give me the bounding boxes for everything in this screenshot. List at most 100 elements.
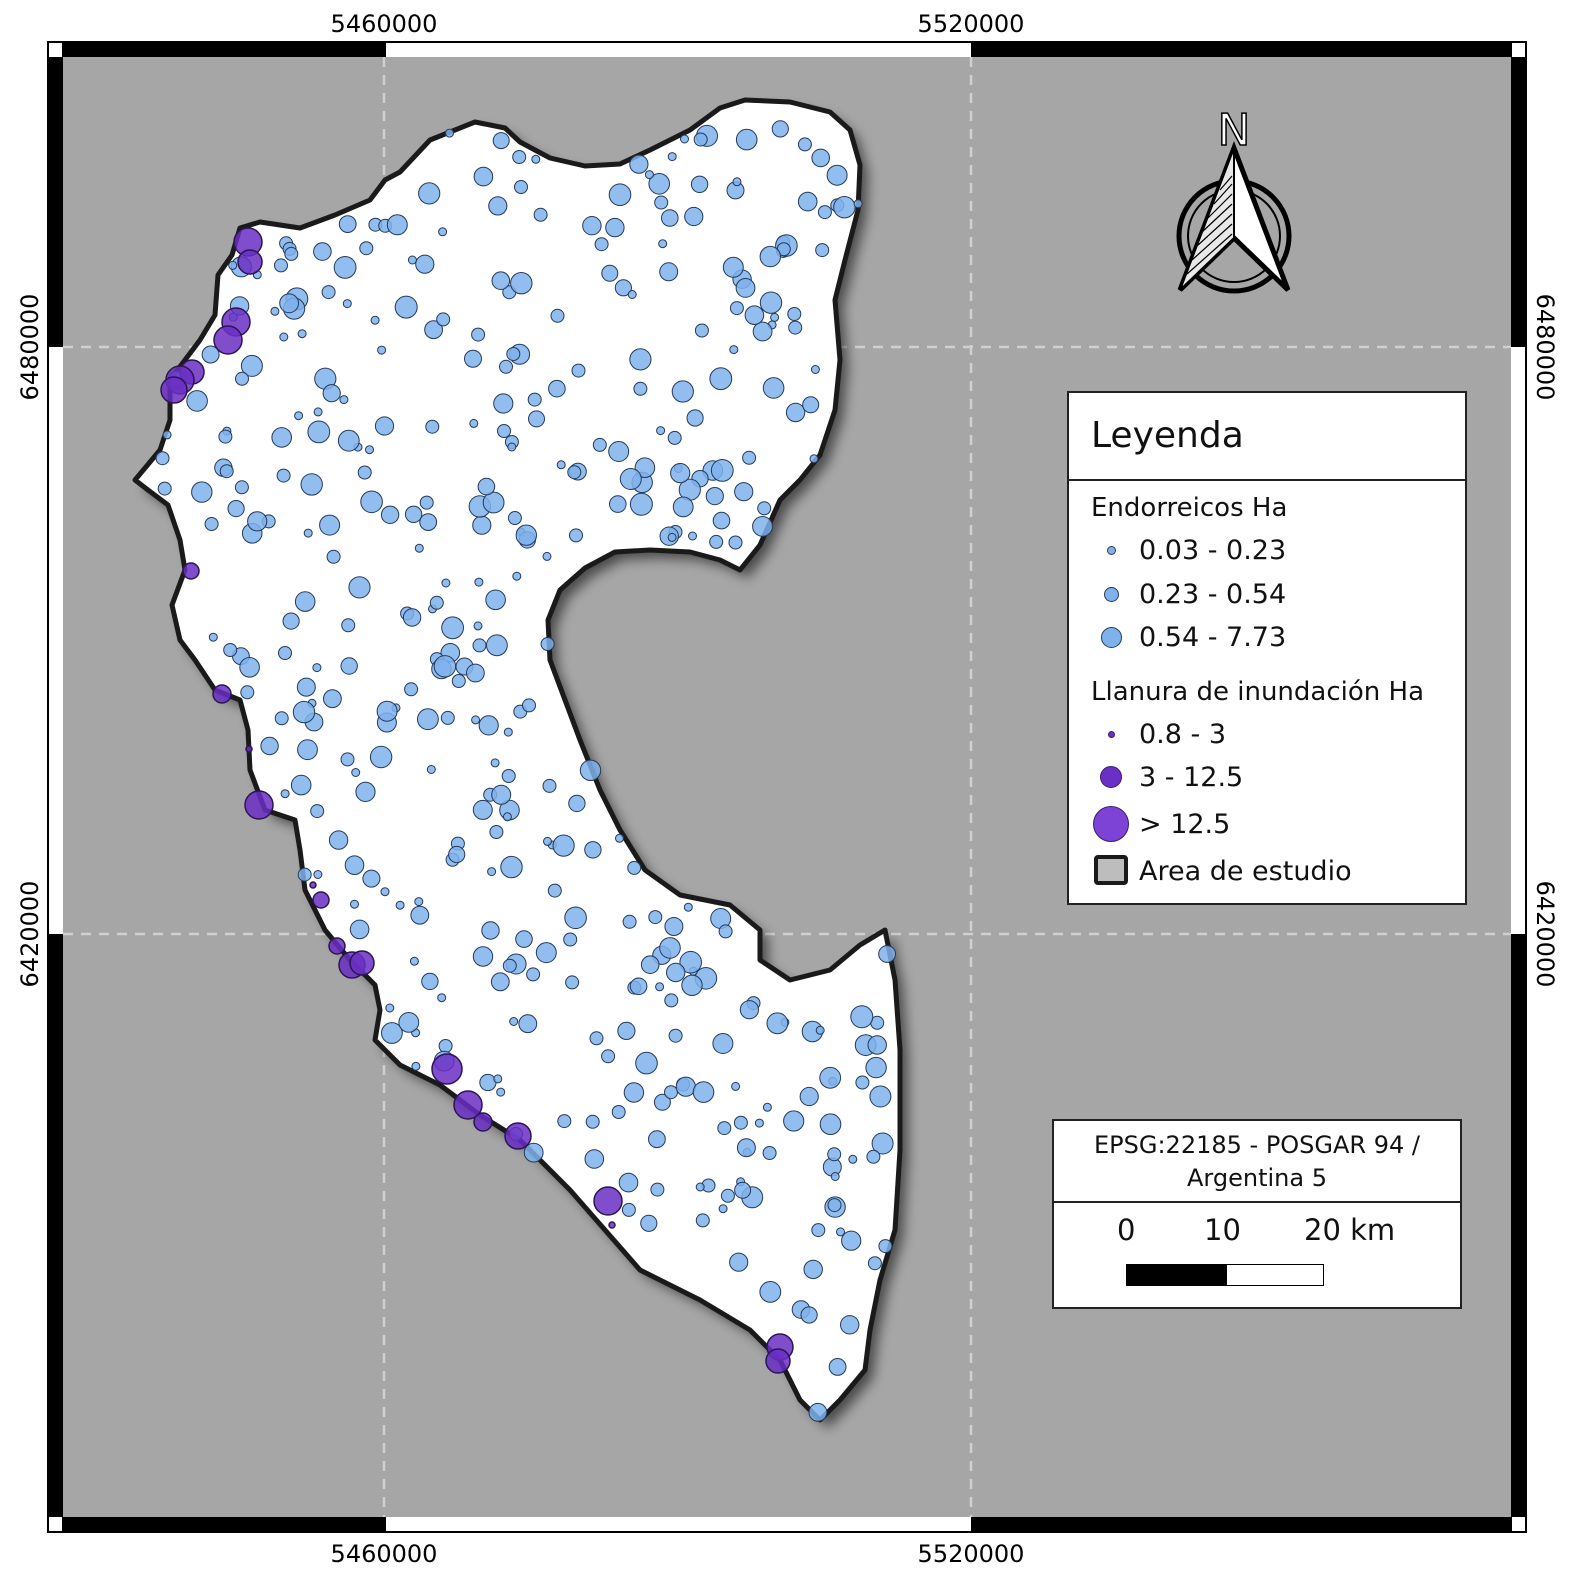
endorreico-point [303,528,313,538]
endorreico-point [671,380,694,403]
endorreico-point [410,905,430,925]
frame-bar-left-top [48,57,63,347]
endo-large-icon [1091,617,1131,657]
endorreico-point [584,1149,605,1169]
endorreico-point [294,591,316,612]
endorreico-point [493,393,514,414]
frame-bar-top-left [62,42,386,57]
endorreico-point [473,166,494,187]
scale-label-20: 20 km [1304,1213,1396,1247]
endorreico-point [635,1051,658,1075]
endorreico-point [542,778,557,793]
endorreico-point [322,384,341,403]
endorreico-point [440,710,455,725]
endorreico-point [670,463,691,484]
endorreico-point [622,914,637,929]
endorreico-point [826,164,848,186]
endorreico-point [491,271,511,291]
endorreico-point [667,532,677,542]
endorreico-point [438,227,448,237]
endorreico-point [552,834,575,857]
endorreico-point [797,137,812,152]
endorreico-point [718,1204,728,1214]
legend-title: Leyenda [1069,393,1465,481]
endorreico-point [830,1172,840,1181]
endorreicos-layer [155,120,896,1422]
endorreico-point [479,1073,497,1092]
endorreico-point [547,883,562,898]
endorreico-point [722,256,744,278]
endorreico-point [155,451,170,466]
endorreico-point [429,595,444,610]
endorreico-point [278,646,292,660]
endorreico-point [827,1198,842,1213]
legend-item-llan-medium: 3 - 12.5 [1091,757,1243,797]
endorreico-point [681,974,703,996]
endorreico-point [441,616,465,640]
endorreico-point [350,899,359,909]
y-label-right-1: 6480000 [1531,294,1559,401]
endorreico-point [290,774,312,796]
endorreico-point [799,1086,819,1107]
endorreico-point [672,496,694,518]
endorreico-point [754,1118,764,1128]
endorreico-point [478,715,499,736]
endorreico-point [565,975,580,990]
endorreico-point [759,1281,782,1303]
endorreico-point [271,427,293,448]
endorreico-point [762,1102,772,1112]
endorreico-point [417,708,439,731]
endorreico-point [493,1074,503,1084]
endorreico-point [762,377,785,399]
endorreico-point [688,531,697,541]
endorreico-point [376,700,398,722]
endorreico-point [867,1035,887,1055]
endorreico-point [488,196,508,216]
endorreico-point [351,768,361,777]
endorreico-point [414,543,424,553]
endorreico-point [783,1110,805,1132]
endorreico-point [720,1188,735,1203]
endorreico-point [841,1230,862,1251]
endorreico-point [235,371,249,386]
endorreico-point [712,1033,734,1054]
endorreico-point [451,674,466,688]
endorreico-point [664,993,679,1008]
endorreico-point [809,454,819,464]
endorreico-point [239,657,260,678]
endorreico-point [208,632,218,642]
endorreico-point [502,812,512,822]
legend: Leyenda Endorreicos Ha 0.03 - 0.23 0.23 … [1067,391,1467,905]
endorreico-point [503,727,513,737]
endorreico-point [787,307,802,321]
endorreico-point [709,534,724,549]
endorreico-point [609,495,627,513]
endorreico-point [409,956,419,966]
endorreico-point [855,1075,870,1090]
endorreico-point [735,128,758,151]
endorreico-point [377,345,387,355]
endorreico-point [569,528,583,543]
y-label-left-1: 6480000 [16,294,44,401]
endorreico-point [655,982,665,992]
endorreico-point [421,972,439,991]
endorreico-point [240,354,263,377]
endorreico-point [319,514,341,536]
endorreico-point [709,367,733,391]
endorreico-point [436,312,451,327]
endorreico-point [204,517,219,531]
endorreico-point [240,685,255,700]
endorreico-point [579,759,602,781]
endorreico-point [482,491,505,514]
endorreico-point [481,921,500,940]
endorreico-point [186,390,208,412]
endorreico-point [313,242,332,261]
endorreico-point [276,468,291,483]
endorreico-point [310,804,325,819]
svg-text:N: N [1218,105,1251,156]
endorreico-point [735,278,756,298]
endorreico-point [766,1012,789,1035]
endorreico-point [473,621,483,631]
endorreico-point [274,258,288,273]
x-label-top-2: 5520000 [918,10,1025,38]
